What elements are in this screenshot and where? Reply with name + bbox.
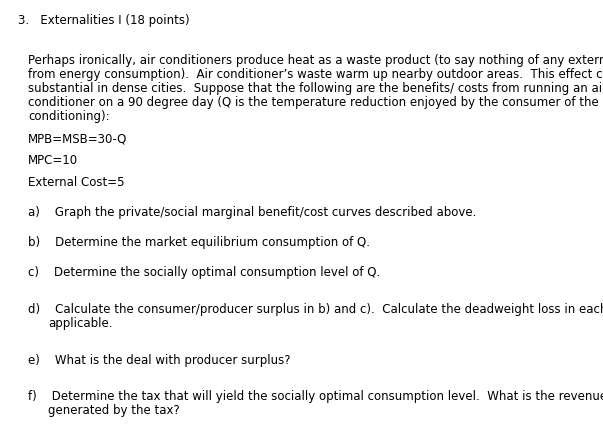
Text: f)    Determine the tax that will yield the socially optimal consumption level. : f) Determine the tax that will yield the…: [28, 390, 603, 403]
Text: applicable.: applicable.: [48, 317, 113, 330]
Text: MPC=10: MPC=10: [28, 154, 78, 167]
Text: e)    What is the deal with producer surplus?: e) What is the deal with producer surplu…: [28, 354, 291, 367]
Text: External Cost=5: External Cost=5: [28, 176, 124, 189]
Text: b)    Determine the market equilibrium consumption of Q.: b) Determine the market equilibrium cons…: [28, 236, 370, 249]
Text: d)    Calculate the consumer/producer surplus in b) and c).  Calculate the deadw: d) Calculate the consumer/producer surpl…: [28, 303, 603, 316]
Text: MPB=MSB=30-Q: MPB=MSB=30-Q: [28, 132, 127, 145]
Text: generated by the tax?: generated by the tax?: [48, 404, 180, 417]
Text: conditioning):: conditioning):: [28, 110, 110, 123]
Text: 3.   Externalities I (18 points): 3. Externalities I (18 points): [18, 14, 189, 27]
Text: conditioner on a 90 degree day (Q is the temperature reduction enjoyed by the co: conditioner on a 90 degree day (Q is the…: [28, 96, 603, 109]
Text: from energy consumption).  Air conditioner’s waste warm up nearby outdoor areas.: from energy consumption). Air conditione…: [28, 68, 603, 81]
Text: Perhaps ironically, air conditioners produce heat as a waste product (to say not: Perhaps ironically, air conditioners pro…: [28, 54, 603, 67]
Text: a)    Graph the private/social marginal benefit/cost curves described above.: a) Graph the private/social marginal ben…: [28, 206, 476, 219]
Text: c)    Determine the socially optimal consumption level of Q.: c) Determine the socially optimal consum…: [28, 266, 380, 279]
Text: substantial in dense cities.  Suppose that the following are the benefits/ costs: substantial in dense cities. Suppose tha…: [28, 82, 603, 95]
